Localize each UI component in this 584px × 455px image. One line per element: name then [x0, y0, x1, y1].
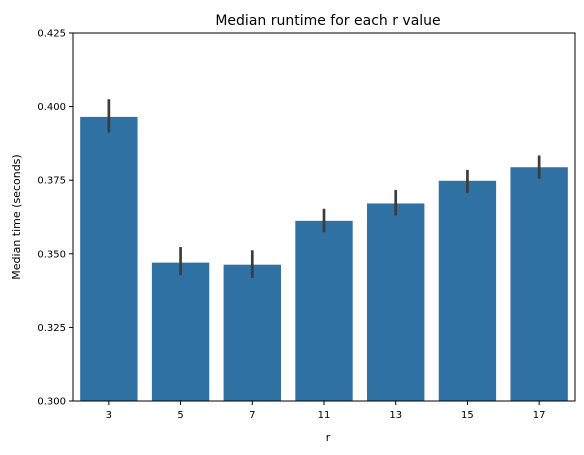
- x-tick-label-5: 5: [177, 410, 183, 421]
- x-axis: 3 5 7 11 13 15 17: [106, 401, 546, 421]
- x-tick-label-7: 7: [249, 410, 255, 421]
- bar-r-7: [223, 264, 281, 401]
- bar-r-17: [510, 167, 568, 401]
- y-axis-label: Median time (seconds): [10, 154, 23, 279]
- error-bars-group: [107, 99, 541, 278]
- bar-r-15: [438, 180, 497, 401]
- chart-title: Median runtime for each r value: [215, 13, 440, 29]
- bar-r-5: [151, 262, 210, 401]
- y-tick-label-0.375: 0.375: [37, 176, 66, 187]
- x-tick-label-11: 11: [318, 410, 331, 421]
- y-tick-label-0.425: 0.425: [37, 29, 66, 40]
- x-tick-label-3: 3: [106, 410, 112, 421]
- bar-r-3: [80, 116, 138, 402]
- x-tick-label-15: 15: [461, 410, 474, 421]
- x-axis-label: r: [326, 431, 331, 444]
- x-tick-label-17: 17: [533, 410, 546, 421]
- bars-group: [80, 116, 568, 402]
- y-tick-label-0.325: 0.325: [37, 323, 66, 334]
- bar-r-11: [295, 220, 353, 401]
- y-axis: 0.300 0.325 0.350 0.375 0.400 0.425: [37, 29, 73, 408]
- y-tick-label-0.400: 0.400: [37, 102, 66, 113]
- x-tick-label-13: 13: [389, 410, 402, 421]
- bar-r-13: [367, 203, 425, 401]
- y-tick-label-0.350: 0.350: [37, 249, 66, 260]
- y-tick-label-0.300: 0.300: [37, 397, 66, 408]
